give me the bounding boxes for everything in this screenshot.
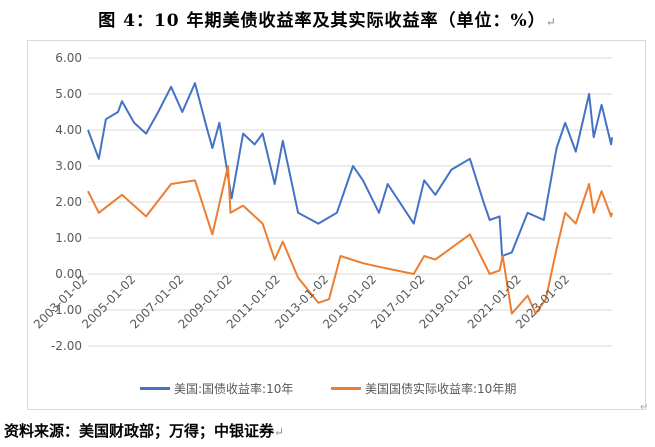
y-tick-label: 5.00 — [55, 87, 82, 101]
y-tick-label: 1.00 — [55, 231, 82, 245]
series-line-real-yield — [87, 165, 613, 315]
y-tick-label: 6.00 — [55, 51, 82, 65]
y-tick-label: -2.00 — [51, 339, 82, 353]
source-note: 资料来源：美国财政部；万得；中银证券↵ — [4, 422, 285, 440]
legend-label-treasury-yield: 美国:国债收益率:10年 — [174, 382, 294, 396]
y-tick-label: 0.00 — [55, 267, 82, 281]
series-line-treasury-yield — [87, 82, 613, 257]
series-group — [87, 82, 613, 315]
y-axis: 6.00 5.00 4.00 3.00 2.00 1.00 0.00 -1.00 -2.00 — [51, 51, 82, 353]
legend-item-treasury-yield: 美国:国债收益率:10年 — [140, 380, 293, 397]
chart-title: 图 4：10 年期美债收益率及其实际收益率（单位：%）↵ — [98, 11, 557, 31]
legend: 美国:国债收益率:10年 美国国债实际收益率:10年期 — [0, 380, 655, 400]
y-tick-label: -1.00 — [51, 303, 82, 317]
legend-label-real-yield: 美国国债实际收益率:10年期 — [365, 382, 517, 396]
legend-item-real-yield: 美国国债实际收益率:10年期 — [331, 380, 516, 397]
paragraph-mark: ↵ — [640, 402, 649, 413]
chart-frame — [27, 40, 646, 410]
legend-swatch-real-yield — [331, 387, 361, 390]
y-tick-label: 3.00 — [55, 159, 82, 173]
legend-swatch-treasury-yield — [140, 387, 170, 390]
y-tick-label: 4.00 — [55, 123, 82, 137]
y-tick-label: 2.00 — [55, 195, 82, 209]
